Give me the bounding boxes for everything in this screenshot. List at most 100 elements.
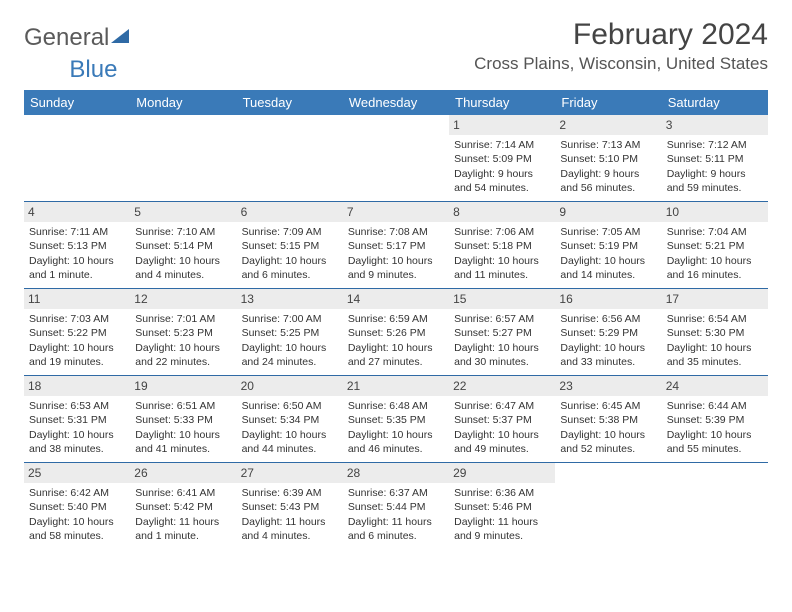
sun-info-line: Sunset: 5:30 PM [667,326,763,340]
calendar-cell: 14Sunrise: 6:59 AMSunset: 5:26 PMDayligh… [343,289,449,375]
sun-info-line: Sunrise: 7:10 AM [135,225,231,239]
sun-info-line: Sunrise: 6:57 AM [454,312,550,326]
day-number: 19 [130,376,236,396]
calendar-cell: 16Sunrise: 6:56 AMSunset: 5:29 PMDayligh… [555,289,661,375]
sun-info-line: Sunset: 5:15 PM [242,239,338,253]
sun-info-line: Sunrise: 7:11 AM [29,225,125,239]
sun-info-line: Daylight: 10 hours and 6 minutes. [242,254,338,282]
day-number: 8 [449,202,555,222]
sun-info-line: Sunset: 5:46 PM [454,500,550,514]
sun-info-line: Sunrise: 6:36 AM [454,486,550,500]
sun-info-line: Daylight: 10 hours and 55 minutes. [667,428,763,456]
calendar-cell: 10Sunrise: 7:04 AMSunset: 5:21 PMDayligh… [662,202,768,288]
day-number: 24 [662,376,768,396]
day-number: 9 [555,202,661,222]
day-number: 5 [130,202,236,222]
day-number: 20 [237,376,343,396]
day-number: 28 [343,463,449,483]
sun-info-line: Sunrise: 7:13 AM [560,138,656,152]
sun-info-line: Daylight: 10 hours and 27 minutes. [348,341,444,369]
sun-info-line: Sunrise: 7:00 AM [242,312,338,326]
sun-info-line: Sunrise: 6:48 AM [348,399,444,413]
weekday-header: Sunday Monday Tuesday Wednesday Thursday… [24,90,768,115]
sun-info-line: Sunset: 5:31 PM [29,413,125,427]
sun-info-line: Sunset: 5:19 PM [560,239,656,253]
sun-info-line: Sunrise: 7:14 AM [454,138,550,152]
sun-info-line: Sunrise: 7:03 AM [29,312,125,326]
calendar-cell: 4Sunrise: 7:11 AMSunset: 5:13 PMDaylight… [24,202,130,288]
calendar-cell: 22Sunrise: 6:47 AMSunset: 5:37 PMDayligh… [449,376,555,462]
calendar-cell: 20Sunrise: 6:50 AMSunset: 5:34 PMDayligh… [237,376,343,462]
sun-info-line: Sunset: 5:18 PM [454,239,550,253]
sun-info-line: Daylight: 10 hours and 14 minutes. [560,254,656,282]
day-number: 22 [449,376,555,396]
sun-info-line: Sunrise: 6:42 AM [29,486,125,500]
day-number: 6 [237,202,343,222]
calendar-week: 11Sunrise: 7:03 AMSunset: 5:22 PMDayligh… [24,289,768,376]
sun-info-line: Sunrise: 6:44 AM [667,399,763,413]
day-number: 12 [130,289,236,309]
calendar-week: 4Sunrise: 7:11 AMSunset: 5:13 PMDaylight… [24,202,768,289]
sun-info-line: Sunrise: 7:09 AM [242,225,338,239]
sun-info-line: Daylight: 9 hours and 56 minutes. [560,167,656,195]
calendar-cell: 3Sunrise: 7:12 AMSunset: 5:11 PMDaylight… [662,115,768,201]
day-number: 13 [237,289,343,309]
sun-info-line: Daylight: 10 hours and 33 minutes. [560,341,656,369]
calendar-week: ....1Sunrise: 7:14 AMSunset: 5:09 PMDayl… [24,115,768,202]
weeks-container: ....1Sunrise: 7:14 AMSunset: 5:09 PMDayl… [24,115,768,549]
calendar-cell: 27Sunrise: 6:39 AMSunset: 5:43 PMDayligh… [237,463,343,549]
calendar-cell: 8Sunrise: 7:06 AMSunset: 5:18 PMDaylight… [449,202,555,288]
title-block: February 2024 Cross Plains, Wisconsin, U… [474,18,768,74]
sun-info-line: Sunset: 5:29 PM [560,326,656,340]
day-number: 3 [662,115,768,135]
calendar-cell: 25Sunrise: 6:42 AMSunset: 5:40 PMDayligh… [24,463,130,549]
day-number: 29 [449,463,555,483]
calendar-cell: . [130,115,236,201]
calendar-cell: 18Sunrise: 6:53 AMSunset: 5:31 PMDayligh… [24,376,130,462]
day-number: 10 [662,202,768,222]
calendar-cell: . [555,463,661,549]
sun-info-line: Daylight: 9 hours and 59 minutes. [667,167,763,195]
calendar: Sunday Monday Tuesday Wednesday Thursday… [24,90,768,549]
day-number: 4 [24,202,130,222]
day-number: 15 [449,289,555,309]
calendar-cell: 2Sunrise: 7:13 AMSunset: 5:10 PMDaylight… [555,115,661,201]
calendar-cell: 12Sunrise: 7:01 AMSunset: 5:23 PMDayligh… [130,289,236,375]
day-number: 7 [343,202,449,222]
calendar-cell: 15Sunrise: 6:57 AMSunset: 5:27 PMDayligh… [449,289,555,375]
sun-info-line: Sunset: 5:17 PM [348,239,444,253]
sun-info-line: Daylight: 10 hours and 11 minutes. [454,254,550,282]
sun-info-line: Sunrise: 6:51 AM [135,399,231,413]
sun-info-line: Daylight: 10 hours and 35 minutes. [667,341,763,369]
sun-info-line: Sunrise: 6:39 AM [242,486,338,500]
sun-info-line: Daylight: 10 hours and 41 minutes. [135,428,231,456]
day-number: 21 [343,376,449,396]
day-number: 2 [555,115,661,135]
sun-info-line: Sunset: 5:37 PM [454,413,550,427]
weekday-col: Wednesday [343,90,449,115]
sun-info-line: Sunrise: 6:53 AM [29,399,125,413]
sun-info-line: Sunset: 5:11 PM [667,152,763,166]
location-label: Cross Plains, Wisconsin, United States [474,54,768,74]
brand-logo: General [24,24,129,52]
weekday-col: Tuesday [237,90,343,115]
calendar-cell: 21Sunrise: 6:48 AMSunset: 5:35 PMDayligh… [343,376,449,462]
calendar-week: 18Sunrise: 6:53 AMSunset: 5:31 PMDayligh… [24,376,768,463]
day-number: 1 [449,115,555,135]
sun-info-line: Sunset: 5:39 PM [667,413,763,427]
sun-info-line: Daylight: 10 hours and 24 minutes. [242,341,338,369]
day-number: 23 [555,376,661,396]
sun-info-line: Sunrise: 6:50 AM [242,399,338,413]
sun-info-line: Daylight: 10 hours and 44 minutes. [242,428,338,456]
day-number: 14 [343,289,449,309]
calendar-cell: 1Sunrise: 7:14 AMSunset: 5:09 PMDaylight… [449,115,555,201]
sun-info-line: Sunrise: 6:41 AM [135,486,231,500]
sun-info-line: Sunrise: 6:37 AM [348,486,444,500]
calendar-cell: 9Sunrise: 7:05 AMSunset: 5:19 PMDaylight… [555,202,661,288]
sun-info-line: Sunset: 5:35 PM [348,413,444,427]
calendar-cell: 28Sunrise: 6:37 AMSunset: 5:44 PMDayligh… [343,463,449,549]
brand-word-1: General [24,24,109,52]
sun-info-line: Sunset: 5:22 PM [29,326,125,340]
calendar-cell: . [343,115,449,201]
sun-info-line: Daylight: 11 hours and 6 minutes. [348,515,444,543]
